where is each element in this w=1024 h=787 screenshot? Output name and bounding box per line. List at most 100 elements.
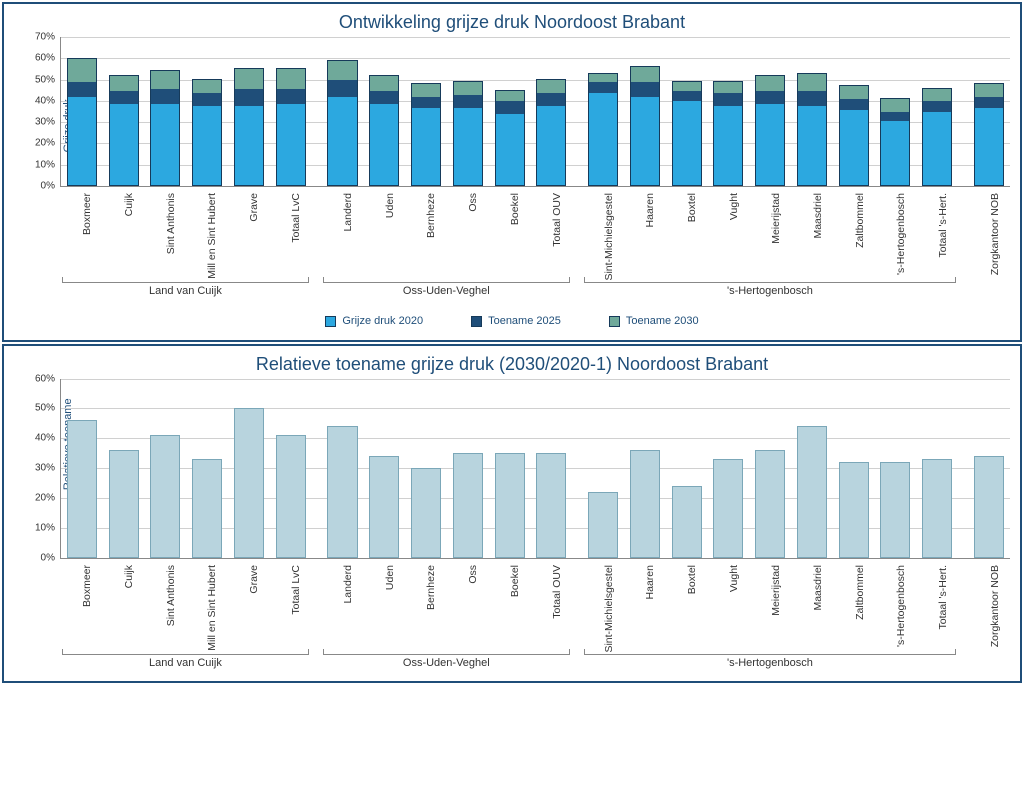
x-tick-label: Grave	[227, 561, 269, 653]
stacked-bar	[588, 73, 618, 186]
ytick-label: 20%	[35, 492, 61, 503]
ytick-label: 50%	[35, 403, 61, 414]
legend-item: Toename 2030	[609, 315, 699, 327]
x-tick-label: Boxtel	[665, 561, 707, 653]
legend-item: Grijze druk 2020	[325, 315, 423, 327]
bar-segment	[673, 91, 701, 102]
x-tick-label: Totaal LvC	[269, 189, 311, 281]
bar-group	[624, 379, 666, 558]
bar-group	[103, 379, 145, 558]
bar-group	[582, 37, 624, 186]
ytick-label: 50%	[35, 74, 61, 85]
bar-group	[363, 379, 405, 558]
bar	[755, 450, 785, 558]
region-bracket	[584, 649, 956, 655]
bar-group	[624, 37, 666, 186]
stacked-bar	[755, 75, 785, 186]
x-tick-label: Grave	[227, 189, 269, 281]
x-tick-label: Cuijk	[102, 189, 144, 281]
bar-segment	[881, 99, 909, 112]
stacked-bar	[880, 98, 910, 186]
x-tick-label: Mill en Sint Hubert	[185, 189, 227, 281]
stacked-bar	[276, 68, 306, 186]
bar-segment	[673, 101, 701, 185]
bar	[495, 453, 525, 558]
bar	[150, 435, 180, 558]
bar-segment	[454, 95, 482, 108]
bar-group	[749, 37, 791, 186]
chart-title: Ontwikkeling grijze druk Noordoost Braba…	[4, 4, 1020, 37]
bar	[588, 492, 618, 558]
region-bracket	[62, 649, 309, 655]
bar-segment	[193, 106, 221, 185]
bar-segment	[328, 80, 356, 97]
legend-swatch	[609, 316, 620, 327]
bar-segment	[277, 89, 305, 104]
stacked-bar	[672, 81, 702, 186]
bar-group	[405, 37, 447, 186]
ytick-label: 30%	[35, 117, 61, 128]
bar-segment	[370, 104, 398, 185]
legend-swatch	[471, 316, 482, 327]
x-tick-label: Maasdriel	[791, 561, 833, 653]
bar-group	[791, 379, 833, 558]
bar-segment	[589, 93, 617, 185]
bar-group	[61, 379, 103, 558]
bar-segment	[923, 101, 951, 112]
bar-segment	[589, 74, 617, 83]
ytick-label: 0%	[41, 552, 61, 563]
bar-group	[145, 379, 187, 558]
bar-group	[791, 37, 833, 186]
region-label: 's-Hertogenbosch	[727, 657, 813, 669]
bar-segment	[454, 108, 482, 185]
region-group-labels: Land van CuijkOss-Uden-Veghel's-Hertogen…	[60, 281, 1010, 309]
bar	[974, 456, 1004, 558]
ytick-label: 10%	[35, 522, 61, 533]
bar	[630, 450, 660, 558]
bar	[109, 450, 139, 558]
x-tick-label: Bernheze	[405, 189, 447, 281]
bar-segment	[68, 59, 96, 83]
region-bracket	[323, 277, 570, 283]
bar-segment	[110, 104, 138, 185]
x-tick-label: Zorgkantoor NOB	[968, 561, 1010, 653]
bar-segment	[881, 121, 909, 185]
region-label: Oss-Uden-Veghel	[403, 657, 490, 669]
bar	[672, 486, 702, 558]
bar-segment	[110, 76, 138, 91]
bar-group	[530, 37, 572, 186]
stacked-bar	[536, 79, 566, 186]
bar-group	[447, 37, 489, 186]
bar	[839, 462, 869, 558]
bar-segment	[496, 91, 524, 102]
bar-segment	[370, 76, 398, 91]
ytick-label: 0%	[41, 181, 61, 192]
region-bracket	[323, 649, 570, 655]
stacked-bar	[630, 66, 660, 186]
bar	[234, 408, 264, 558]
bar-segment	[68, 97, 96, 185]
bar	[453, 453, 483, 558]
bar-segment	[756, 104, 784, 185]
x-tick-label: Meierijstad	[749, 561, 791, 653]
stacked-bar	[922, 88, 952, 186]
bar-segment	[673, 82, 701, 91]
region-label: Oss-Uden-Veghel	[403, 285, 490, 297]
x-tick-label: Totaal OUV	[530, 189, 572, 281]
bar-group	[270, 379, 312, 558]
x-tick-label: Oss	[446, 561, 488, 653]
bar	[922, 459, 952, 558]
bar-group	[489, 379, 531, 558]
chart-title: Relatieve toename grijze druk (2030/2020…	[4, 346, 1020, 379]
bar-segment	[328, 97, 356, 185]
x-tick-label: Totaal 's-Hert.	[916, 561, 958, 653]
x-tick-label: Sint-Michielsgestel	[582, 189, 624, 281]
bar-group	[61, 37, 103, 186]
x-tick-label: Boxtel	[665, 189, 707, 281]
region-label: Land van Cuijk	[149, 657, 222, 669]
bar-group	[666, 37, 708, 186]
bar-segment	[277, 69, 305, 88]
stacked-bar	[67, 58, 97, 186]
bar-segment	[923, 112, 951, 185]
bar-group	[875, 379, 917, 558]
